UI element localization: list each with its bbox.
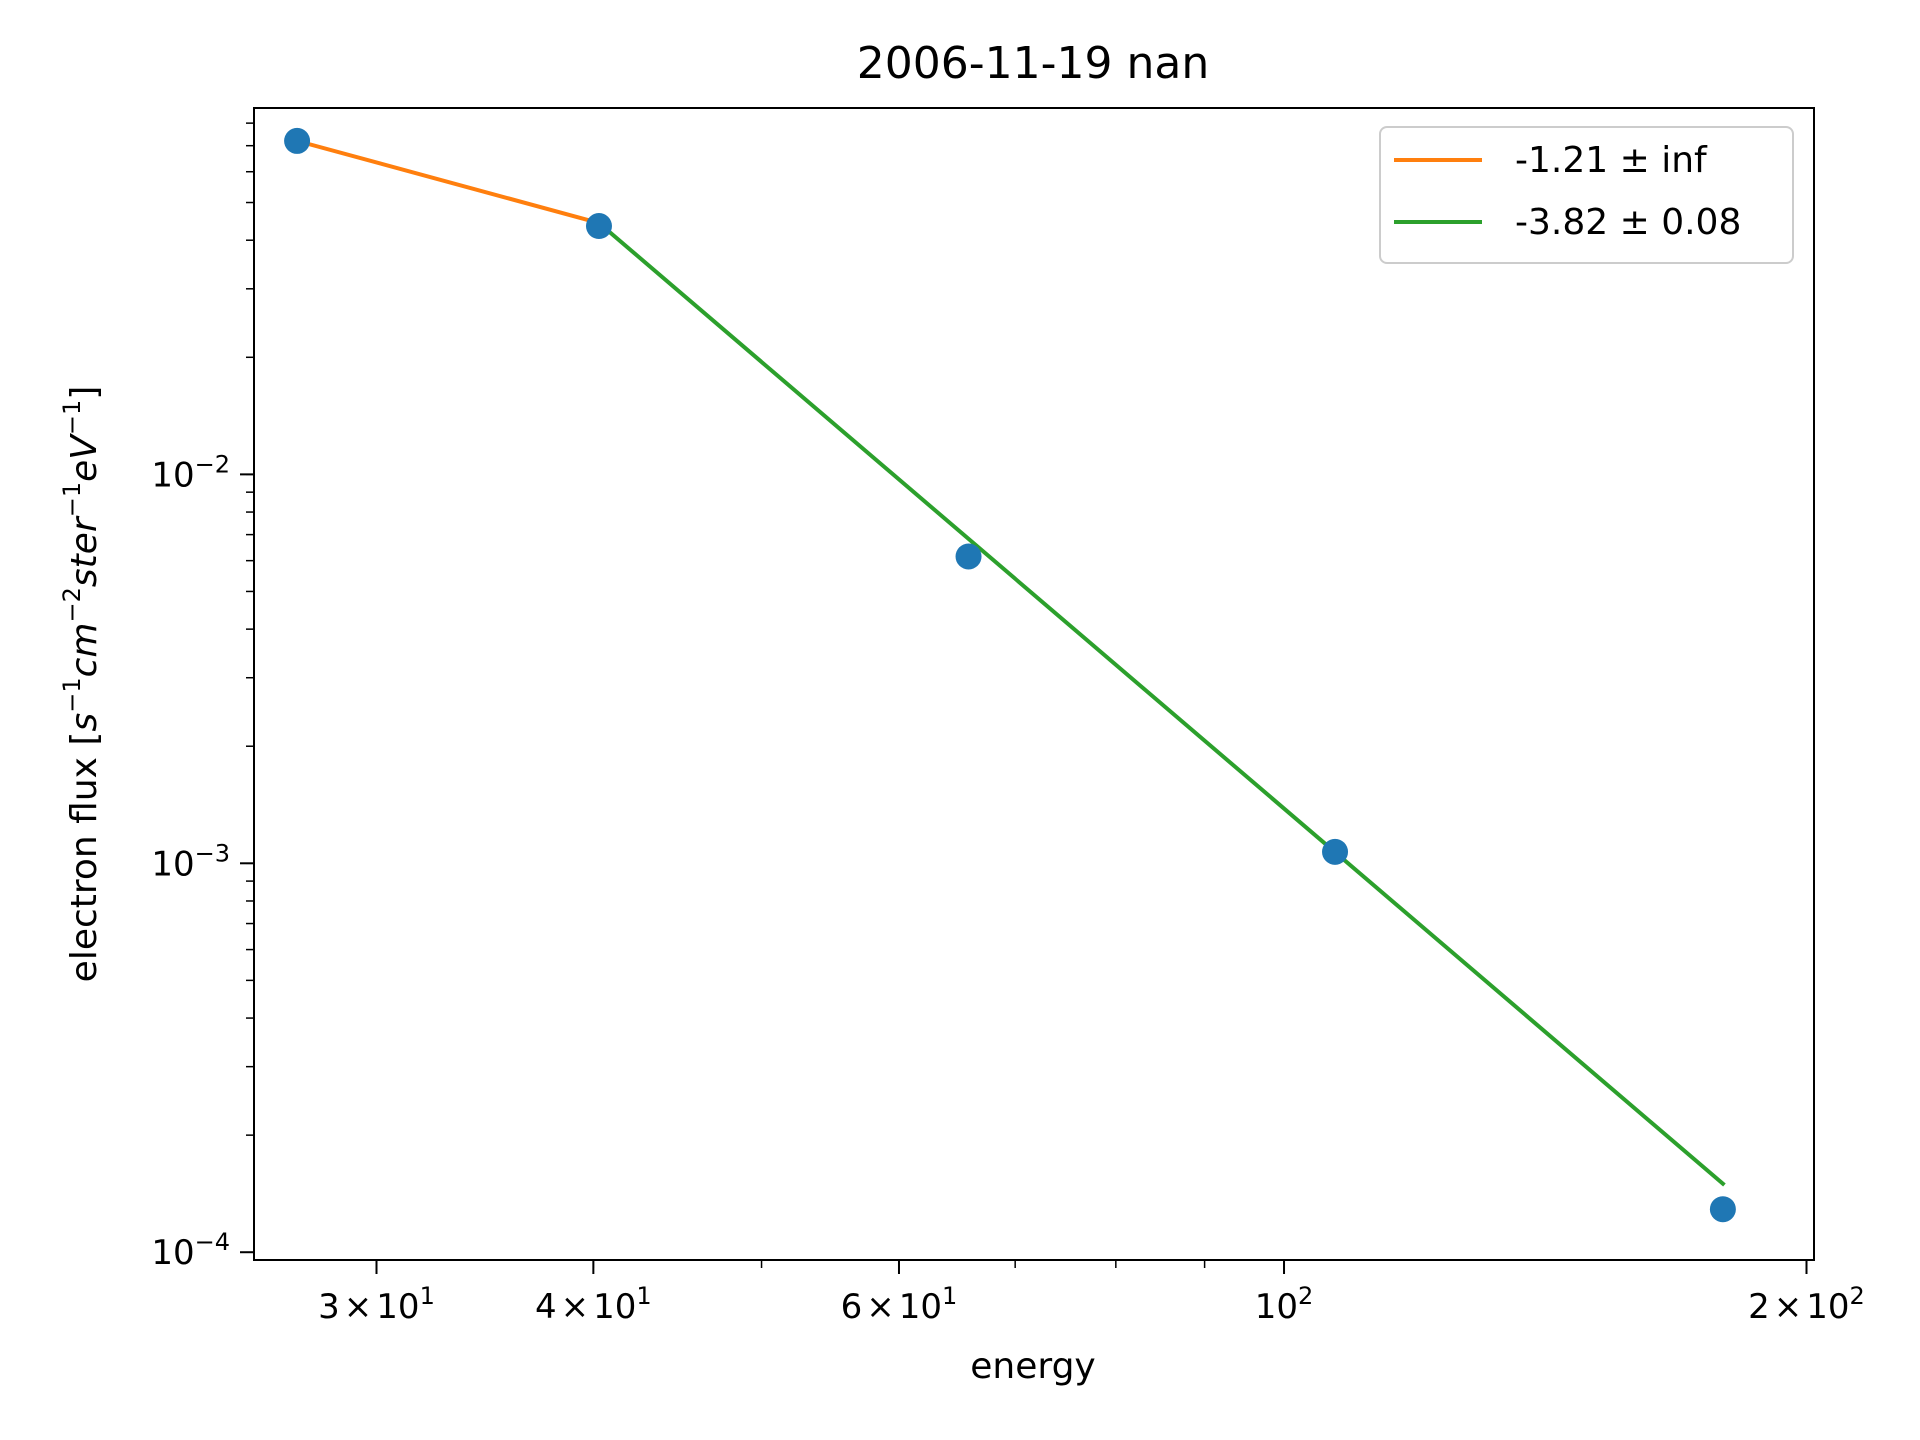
y-axis-unit-ster-exp: −1 xyxy=(58,482,86,517)
series-line-0 xyxy=(294,138,602,226)
x-tick-label-4: 2 × 102 xyxy=(1748,1282,1865,1327)
chart-title: 2006-11-19 nan xyxy=(857,38,1209,89)
data-point-2 xyxy=(955,543,982,570)
x-tick-label-2: 6 × 101 xyxy=(841,1282,958,1327)
x-tick-label-3: 102 xyxy=(1255,1282,1314,1327)
y-axis-label-open: [ xyxy=(64,732,105,746)
plot-frame xyxy=(253,107,1815,1261)
y-axis-ticks: 10−2 10−3 10−4 xyxy=(151,122,254,1273)
plot-area xyxy=(253,107,1815,1261)
y-tick-label-0: 10−2 xyxy=(151,450,230,495)
y-axis-unit-cm-exp: −2 xyxy=(58,587,86,622)
data-point-0 xyxy=(284,127,311,154)
legend-entry-orange: -1.21 ± inf xyxy=(1515,140,1708,181)
y-axis-label: electron flux [s−1cm−2ster−1eV−1] xyxy=(58,386,105,983)
x-tick-label-1: 4 × 101 xyxy=(535,1282,652,1327)
y-axis-unit-ster: ster xyxy=(64,515,105,587)
legend-entry-green: -3.82 ± 0.08 xyxy=(1515,202,1741,243)
points-layer xyxy=(284,127,1736,1223)
y-axis-unit-s-exp: −1 xyxy=(58,677,86,712)
legend-box xyxy=(1379,126,1794,264)
data-point-3 xyxy=(1322,838,1349,865)
y-axis-unit-ev-exp: −1 xyxy=(58,400,86,435)
y-axis-label-prefix: electron flux xyxy=(64,757,105,982)
x-axis-ticks: 3 × 101 4 × 101 6 × 101 102 2 × 102 xyxy=(318,1260,1865,1327)
series-layer xyxy=(294,138,1726,1187)
y-axis-unit-s: s xyxy=(64,713,105,732)
data-point-4 xyxy=(1709,1196,1736,1223)
y-tick-label-2: 10−4 xyxy=(151,1228,230,1273)
y-axis-label-close: ] xyxy=(64,386,105,400)
x-axis-label: energy xyxy=(970,1346,1095,1387)
series-line-1 xyxy=(596,220,1726,1187)
x-tick-label-0: 3 × 101 xyxy=(318,1282,435,1327)
y-axis-unit-cm: cm xyxy=(64,622,105,677)
legend: -1.21 ± inf -3.82 ± 0.08 xyxy=(1379,126,1794,264)
data-point-1 xyxy=(585,213,612,240)
y-axis-unit-ev: eV xyxy=(64,433,105,482)
y-tick-label-1: 10−3 xyxy=(151,839,230,884)
